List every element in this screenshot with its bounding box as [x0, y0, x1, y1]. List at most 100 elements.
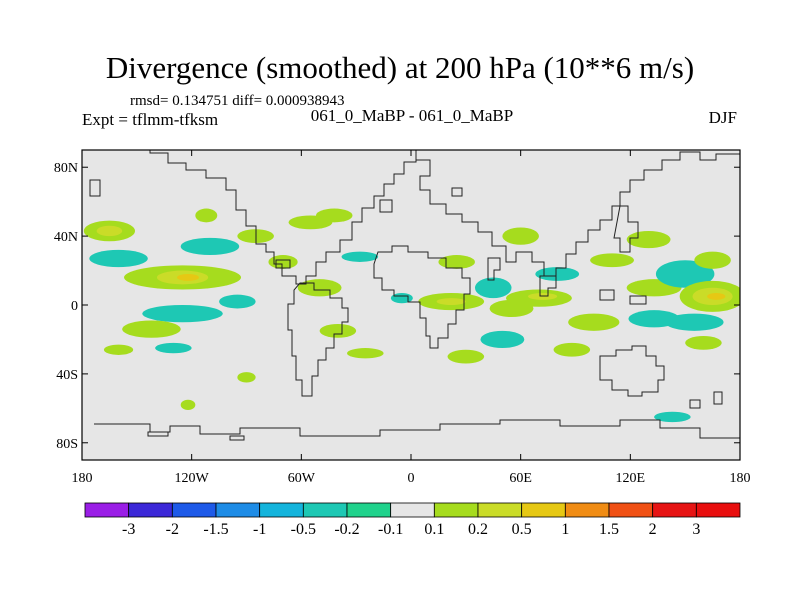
colorbar-swatch	[259, 502, 304, 518]
experiment-label: Expt = tflmm-tfksm	[82, 110, 219, 129]
coastline	[415, 150, 740, 277]
plot-area	[82, 150, 740, 460]
divergence-region	[155, 342, 192, 354]
divergence-region	[142, 305, 223, 323]
divergence-region	[438, 255, 475, 269]
colorbar-swatch	[608, 502, 654, 518]
coastline	[613, 205, 639, 253]
coastline-outlines	[89, 150, 740, 441]
divergence-region	[502, 227, 539, 245]
divergence-region	[315, 208, 353, 223]
colorbar-swatch	[302, 502, 348, 518]
divergence-region	[654, 411, 691, 423]
divergence-region	[319, 323, 357, 338]
divergence-region	[89, 249, 148, 268]
x-tick-label: 180	[72, 471, 93, 486]
divergence-region	[347, 348, 384, 359]
divergence-region	[103, 344, 134, 355]
colorbar-swatch	[215, 502, 261, 518]
divergence-region	[480, 330, 525, 349]
plot-background	[82, 150, 740, 460]
colorbar-swatch	[477, 502, 523, 518]
colorbar-swatch	[564, 502, 610, 518]
coastline	[599, 289, 615, 301]
divergence-region	[535, 267, 580, 281]
colorbar-label: 2	[649, 521, 657, 538]
y-tick-label: 0	[71, 299, 78, 314]
divergence-region	[685, 336, 722, 350]
colorbar-swatch	[695, 502, 741, 518]
divergence-region	[474, 277, 512, 299]
colorbar-label: -2	[166, 521, 179, 538]
x-tick-label: 60E	[509, 471, 532, 486]
coastline	[487, 257, 501, 281]
axes: 180 120W 60W 0 60E 120E 180 80N 40N 0 40S 80S	[54, 150, 751, 486]
x-tick-label: 60W	[288, 471, 316, 486]
divergence-region	[96, 225, 123, 237]
colorbar-label: -1.5	[203, 521, 228, 538]
stats-line: rmsd= 0.134751 diff= 0.000938943	[130, 93, 345, 109]
season-label: DJF	[708, 108, 737, 127]
x-tick-label: 180	[730, 471, 751, 486]
coastline	[539, 275, 557, 297]
divergence-region	[590, 253, 634, 268]
colorbar-label: 0.5	[512, 521, 532, 538]
divergence-region	[180, 237, 240, 256]
colorbar-label: 1	[561, 521, 569, 538]
coastline	[451, 187, 463, 197]
divergence-region	[447, 349, 485, 364]
colorbar-label: -1	[253, 521, 266, 538]
x-tick-label: 120E	[616, 471, 646, 486]
colorbar-swatch	[128, 502, 173, 518]
colorbar-label: 0.1	[424, 521, 444, 538]
coastline	[629, 295, 647, 305]
divergence-region	[297, 279, 342, 297]
runs-label: 061_0_MaBP - 061_0_MaBP	[310, 106, 514, 125]
colorbar: -3 -2 -1.5 -1 -0.5 -0.2 -0.1 0.1 0.2 0.5 1 1.5 2 3	[84, 502, 741, 538]
divergence-region	[195, 208, 218, 223]
divergence-region	[268, 255, 298, 269]
divergence-region	[553, 342, 591, 357]
colorbar-label: 1.5	[599, 521, 619, 538]
x-tick-label: 120W	[175, 471, 210, 486]
coastline	[94, 419, 740, 439]
divergence-region	[568, 313, 620, 331]
y-tick-label: 40S	[56, 368, 78, 383]
divergence-region	[626, 230, 671, 249]
coastline	[373, 245, 471, 349]
coastline	[275, 259, 291, 269]
divergence-region	[122, 320, 181, 338]
divergence-region	[177, 274, 199, 281]
divergence-region	[180, 399, 196, 411]
colorbar-label: -0.2	[334, 521, 359, 538]
divergence-region	[655, 260, 715, 288]
colorbar-swatch	[652, 502, 697, 518]
x-tick-label: 0	[408, 471, 415, 486]
divergence-region	[219, 294, 256, 309]
divergence-region	[341, 251, 379, 262]
coastline	[147, 431, 169, 437]
divergence-region	[436, 298, 466, 305]
coastline	[287, 282, 349, 397]
colorbar-swatch	[171, 502, 217, 518]
colorbar-swatch	[84, 502, 130, 518]
coastline	[89, 179, 101, 197]
coastline	[713, 391, 723, 405]
y-tick-label: 80S	[56, 437, 78, 452]
coastline	[229, 435, 245, 441]
divergence-region	[707, 292, 726, 300]
chart-title: Divergence (smoothed) at 200 hPa (10**6 …	[105, 50, 695, 85]
coastline	[599, 345, 665, 397]
colorbar-label: -3	[122, 521, 135, 538]
colorbar-swatch	[521, 502, 566, 518]
colorbar-swatch	[433, 502, 479, 518]
divergence-region	[694, 251, 731, 269]
coastline	[149, 150, 417, 285]
divergence-region	[237, 372, 256, 383]
colorbar-swatch	[390, 502, 435, 518]
coastline	[689, 399, 701, 409]
colorbar-label: -0.1	[378, 521, 403, 538]
colorbar-swatch	[346, 502, 392, 518]
colorbar-label: 3	[692, 521, 700, 538]
